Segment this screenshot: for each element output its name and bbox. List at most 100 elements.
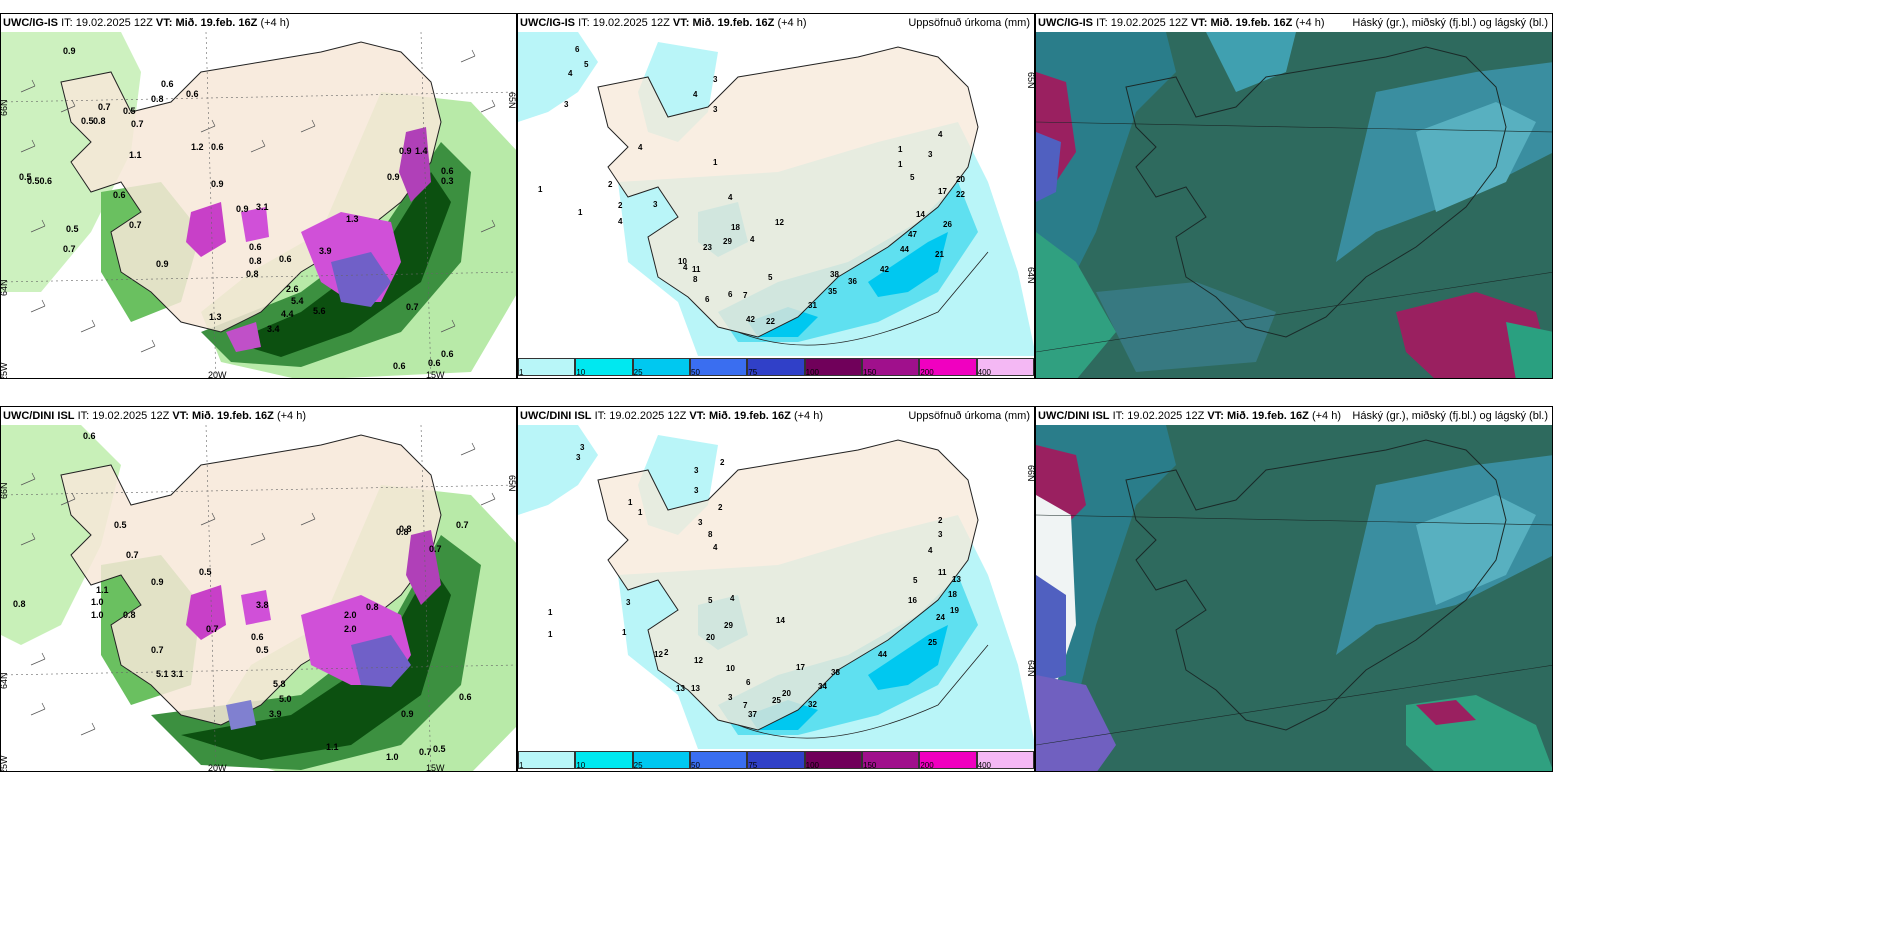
coord-label: 20W [208, 763, 227, 772]
value-label: 0.5 [19, 172, 32, 182]
precip-wind-map: 66N 64N 65N 25W 20W 15W 0.6 0.5 0.7 0.9 … [1, 425, 516, 772]
value-label: 4 [730, 594, 735, 603]
coord-label: 15W [426, 370, 445, 379]
value-label: 6 [728, 290, 733, 299]
panel-subtitle: Háský (gr.), miðský (fj.bl.) og lágský (… [1352, 17, 1548, 29]
value-label: 1.2 [191, 142, 204, 152]
panel-subtitle: Uppsöfnuð úrkoma (mm) [908, 410, 1030, 422]
value-label: 4.4 [281, 309, 294, 319]
colorbar-cell [690, 751, 748, 769]
colorbar-cell [518, 751, 576, 769]
value-label: 23 [703, 243, 712, 252]
value-label: 14 [776, 616, 785, 625]
panel-title: UWC/IG-IS IT: 19.02.2025 12Z VT: Mið. 19… [520, 17, 807, 29]
value-label: 1 [628, 498, 633, 507]
colorbar-label: 200 [920, 368, 934, 377]
value-label: 3 [580, 443, 585, 452]
value-labels: 3 3 3 2 3 2 1 1 3 8 4 1 1 3 5 4 2 12 12 … [548, 443, 961, 719]
value-label: 2.6 [286, 284, 299, 294]
value-label: 3 [694, 466, 699, 475]
value-label: 6 [705, 295, 710, 304]
value-label: 0.7 [151, 645, 164, 655]
value-label: 0.6 [249, 242, 262, 252]
colorbar-cell [747, 751, 805, 769]
value-label: 6 [746, 678, 751, 687]
value-label: 1.1 [129, 150, 142, 160]
value-label: 1.0 [91, 597, 104, 607]
colorbar-cell [804, 751, 862, 769]
value-label: 7 [743, 291, 748, 300]
colorbar-label: 100 [805, 368, 820, 377]
value-label: 0.5 [199, 567, 212, 577]
value-label: 2 [720, 458, 725, 467]
colorbar-label: 10 [576, 368, 586, 377]
value-label: 3 [713, 105, 718, 114]
value-label: 0.7 [131, 119, 144, 129]
value-label: 22 [956, 190, 965, 199]
value-label: 4 [618, 217, 623, 226]
value-label: 0.9 [401, 709, 414, 719]
value-label: 3 [938, 530, 943, 539]
value-label: 42 [880, 265, 889, 274]
value-label: 44 [878, 650, 887, 659]
value-label: 2.0 [344, 610, 357, 620]
colorbar-label: 1 [519, 368, 524, 377]
value-label: 11 [692, 265, 701, 274]
value-label: 4 [938, 130, 943, 139]
value-label: 0.8 [249, 256, 262, 266]
value-label: 4 [568, 69, 573, 78]
colorbar-cell [862, 751, 920, 769]
value-label: 42 [746, 315, 755, 324]
value-label: 3 [698, 518, 703, 527]
value-label: 10 [726, 664, 735, 673]
coord-label: 66N [1, 482, 9, 499]
value-label: 2 [608, 180, 613, 189]
colorbar-cell [575, 358, 633, 376]
value-label: 10 [678, 257, 687, 266]
value-label: 1 [548, 608, 553, 617]
value-label: 0.8 [246, 269, 259, 279]
coord-label: 64N [1026, 267, 1035, 284]
value-label: 6 [575, 45, 580, 54]
colorbar-label: 150 [863, 368, 877, 377]
value-label: 34 [818, 682, 827, 691]
value-label: 36 [848, 277, 857, 286]
colorbar-label: 50 [691, 368, 700, 377]
value-label: 7 [743, 701, 748, 710]
value-label: 3 [564, 100, 569, 109]
value-label: 25 [928, 638, 937, 647]
value-label: 0.7 [406, 302, 419, 312]
value-label: 4 [728, 193, 733, 202]
value-label: 29 [724, 621, 733, 630]
value-label: 0.5 [256, 645, 269, 655]
value-label: 24 [936, 613, 945, 622]
value-label: 0.6 [459, 692, 472, 702]
value-label: 5 [768, 273, 773, 282]
value-label: 3 [626, 598, 631, 607]
coord-label: 65N [507, 92, 517, 109]
value-label: 12 [654, 650, 663, 659]
colorbar-cell [690, 358, 748, 376]
value-label: 1.1 [326, 742, 339, 752]
value-label: 20 [956, 175, 965, 184]
panel-title: UWC/IG-IS IT: 19.02.2025 12Z VT: Mið. 19… [1038, 17, 1325, 29]
panel-bottom-left: UWC/DINI ISL IT: 19.02.2025 12Z VT: Mið.… [0, 406, 517, 772]
panel-title: UWC/IG-IS IT: 19.02.2025 12Z VT: Mið. 19… [3, 17, 290, 29]
coord-label: 66N [1026, 465, 1035, 482]
value-label: 18 [948, 590, 957, 599]
value-label: 1.3 [209, 312, 222, 322]
colorbar-label: 75 [748, 368, 758, 377]
value-label: 0.9 [63, 46, 76, 56]
value-label: 0.6 [83, 431, 96, 441]
value-label: 0.6 [161, 79, 174, 89]
panel-title: UWC/DINI ISL IT: 19.02.2025 12Z VT: Mið.… [520, 410, 823, 422]
value-labels: 0.6 0.5 0.7 0.9 0.8 1.0 0.8 1.0 1.1 0.5 … [13, 431, 472, 762]
value-label: 1.0 [91, 610, 104, 620]
value-label: 14 [916, 210, 925, 219]
value-label: 44 [900, 245, 909, 254]
panel-top-middle: UWC/IG-IS IT: 19.02.2025 12Z VT: Mið. 19… [517, 13, 1035, 379]
coord-label: 64N [1026, 660, 1035, 677]
value-label: 2 [718, 503, 723, 512]
value-label: 16 [908, 596, 917, 605]
value-label: 3 [728, 693, 733, 702]
